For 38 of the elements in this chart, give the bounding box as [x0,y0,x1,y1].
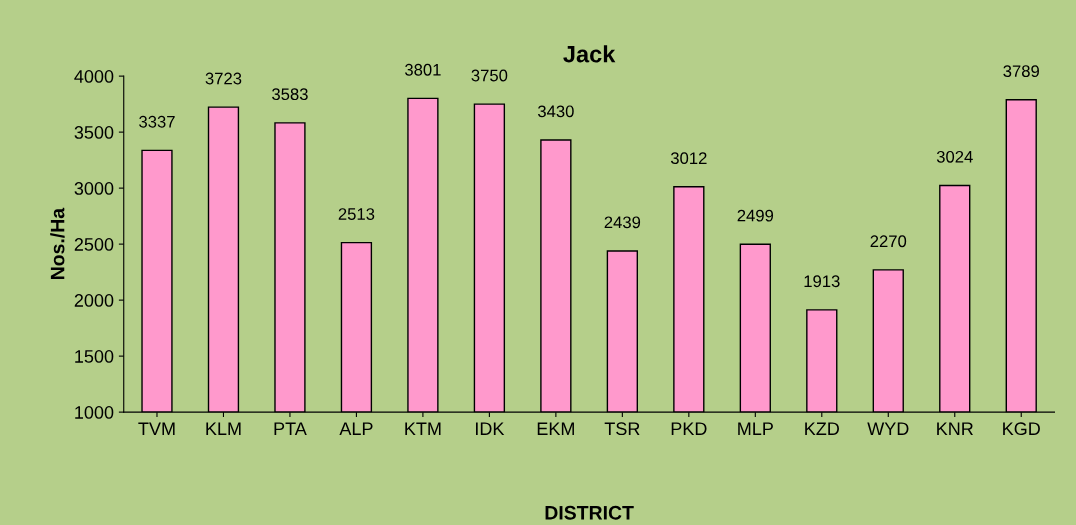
y-tick-label: 3500 [74,126,114,139]
data-label: 3337 [139,115,175,128]
y-tick-label: 2500 [74,238,114,251]
y-tick-label: 2000 [74,294,114,307]
x-tick-label: PKD [671,422,707,435]
x-tick-label: ALP [339,422,373,435]
data-label: 3430 [537,105,574,118]
data-label: 3801 [405,63,441,76]
data-label: 3750 [471,69,508,82]
x-tick-label: KTM [405,422,441,435]
x-tick-label: PTA [274,422,307,435]
y-tick-label: 4000 [74,70,114,83]
data-label: 2439 [604,216,641,229]
x-tick-label: KGD [1003,422,1040,436]
x-tick-label: TSR [604,422,640,436]
data-label: 1913 [804,275,840,288]
data-label: 3723 [205,72,242,85]
y-tick-label: 1000 [75,406,114,419]
y-tick-label: 1500 [75,350,114,363]
data-label: 2270 [870,235,907,248]
y-axis-title: Nos./Ha [50,207,65,280]
x-tick-label: KNR [937,422,973,435]
data-label: 3024 [936,150,973,163]
y-tick-label: 3000 [74,182,114,195]
x-tick-label: EKM [537,422,574,435]
data-label: 3012 [670,152,707,165]
x-tick-label: TVM [138,422,175,435]
data-label: 3583 [272,88,308,101]
x-tick-label: MLP [738,422,773,435]
chart-title: Jack [563,45,616,63]
x-tick-label: KZD [805,422,839,435]
x-axis-title: DISTRICT [545,505,634,520]
data-label: 3789 [1003,65,1039,78]
data-label: 2499 [737,209,774,222]
x-tick-label: IDK [476,422,505,435]
x-tick-label: WYD [867,422,909,435]
data-label: 2513 [338,208,375,220]
x-tick-label: KLM [206,422,241,435]
